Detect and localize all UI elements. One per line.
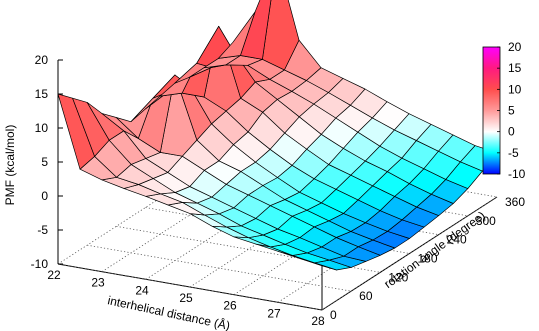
x-axis-label: interhelical distance (Å) bbox=[106, 292, 231, 331]
z-tick-label: -5 bbox=[37, 223, 48, 237]
z-tick-label: 5 bbox=[41, 155, 48, 169]
x-tick-label: 26 bbox=[223, 299, 237, 313]
colorbar-ticks: -10 -5 0 5 10 15 20 bbox=[497, 40, 526, 181]
z-tick-label: 15 bbox=[35, 87, 49, 101]
z-tick-label: 0 bbox=[41, 189, 48, 203]
x-tick-label: 23 bbox=[91, 276, 105, 290]
y-tick-label: 240 bbox=[447, 233, 467, 247]
x-tick-label: 27 bbox=[267, 306, 281, 320]
surface-patch bbox=[218, 11, 256, 59]
colorbar-tick-label: 10 bbox=[508, 82, 522, 96]
z-axis-label: PMF (kcal/mol) bbox=[3, 125, 17, 206]
z-tick-label: -10 bbox=[31, 257, 49, 271]
x-tick-label: 25 bbox=[179, 291, 193, 305]
colorbar-tick-label: 20 bbox=[508, 40, 522, 54]
colorbar-tick-label: 15 bbox=[508, 61, 522, 75]
z-tick-label: 20 bbox=[35, 53, 49, 67]
colorbar-tick-label: -5 bbox=[508, 146, 519, 160]
surface-patch bbox=[262, 0, 300, 71]
colorbar-tick-label: 5 bbox=[508, 104, 515, 118]
tick-labels: -10 -5 0 5 10 15 20 22 23 24 25 26 27 28 0 60 120 180 240 3… bbox=[31, 53, 526, 328]
floor-grid-line bbox=[116, 225, 381, 273]
y-tick-label: 120 bbox=[388, 270, 408, 284]
colorbar-tick-label: 0 bbox=[508, 125, 515, 139]
z-tick-label: 10 bbox=[35, 121, 49, 135]
y-tick-label: 360 bbox=[505, 195, 525, 209]
x-tick-label: 28 bbox=[311, 314, 325, 328]
y-tick-label: 180 bbox=[418, 252, 438, 266]
floor-grid-line bbox=[57, 263, 323, 311]
y-tick-label: 0 bbox=[330, 308, 337, 322]
colorbar: -10 -5 0 5 10 15 20 bbox=[482, 40, 526, 181]
floor-grid-line bbox=[145, 207, 410, 254]
floor-grid-line bbox=[87, 244, 352, 292]
y-tick-label: 60 bbox=[359, 289, 373, 303]
x-tick-label: 22 bbox=[47, 268, 61, 282]
colorbar-tick-label: -10 bbox=[508, 167, 526, 181]
x-tick-label: 24 bbox=[135, 283, 149, 297]
y-tick-label: 300 bbox=[476, 214, 496, 228]
surface-mesh bbox=[57, 0, 498, 271]
floor-grid-line bbox=[321, 196, 498, 311]
